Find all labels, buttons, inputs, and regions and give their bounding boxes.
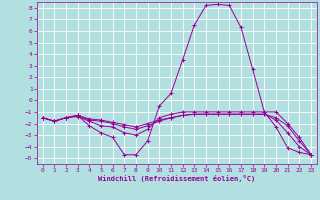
X-axis label: Windchill (Refroidissement éolien,°C): Windchill (Refroidissement éolien,°C)	[98, 175, 255, 182]
